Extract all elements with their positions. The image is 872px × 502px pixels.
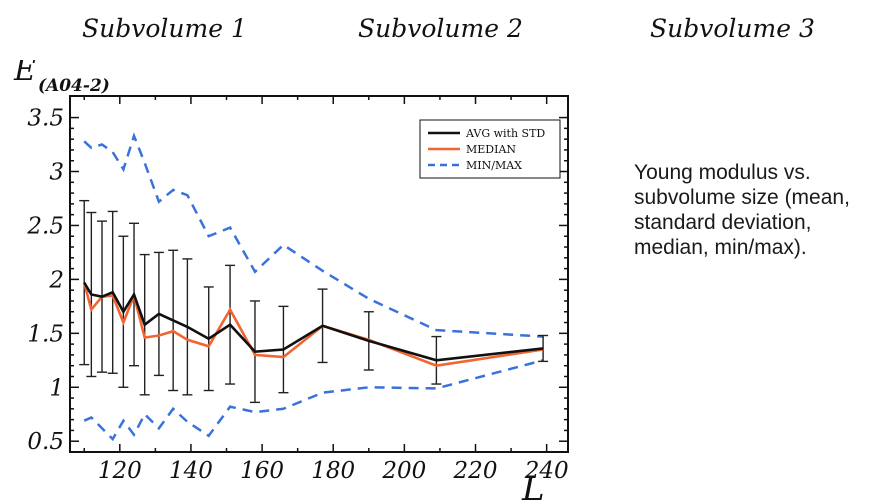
series-min-line (83, 359, 544, 442)
x-axis-label: L (521, 469, 545, 502)
y-tick-label: 1 (49, 375, 64, 401)
x-tick-label: 240 (524, 458, 569, 484)
y-tick-label: 3.5 (27, 106, 64, 132)
series-layer (79, 132, 549, 442)
series-max-line (83, 132, 544, 338)
y-axis-label: E (13, 60, 36, 88)
subvolume-2-title: Subvolume 2 (358, 14, 523, 43)
y-tick-label: 2.5 (26, 213, 64, 239)
x-tick-label: 180 (311, 458, 355, 484)
plot-frame (69, 95, 569, 453)
legend-label: MEDIAN (466, 143, 516, 156)
series-median-line (82, 282, 544, 368)
subvolume-3-title: Subvolume 3 (650, 14, 815, 43)
x-tick-label: 160 (240, 458, 284, 484)
std-error-bars (79, 199, 549, 404)
legend: AVG with STD MEDIAN MIN/MAX (419, 119, 561, 179)
y-tick-label: 3 (49, 160, 64, 186)
x-tick-label: 120 (98, 458, 142, 484)
chart-description: Young modulus vs. subvolume size (mean, … (634, 161, 850, 259)
subvolume-1-title: Subvolume 1 (82, 14, 247, 43)
x-tick-label: 140 (169, 458, 213, 484)
x-tick-label: 200 (381, 458, 426, 484)
y-tick-label: 0.5 (27, 429, 64, 455)
axes: 120 140 160 180 200 220 240 0.5 1 1.5 2 2.5 3 3.5 E (A0… (13, 60, 569, 502)
y-tick-label: 2 (48, 267, 64, 293)
series-avg-line (83, 281, 544, 362)
legend-label: AVG with STD (465, 127, 545, 140)
y-tick-label: 1.5 (27, 321, 64, 347)
young-modulus-chart: 120 140 160 180 200 220 240 0.5 1 1.5 2 2.5 3 3.5 E (A0… (13, 60, 569, 502)
y-axis-label-subscript: (A04-2) (38, 76, 110, 96)
x-tick-label: 220 (453, 458, 498, 484)
legend-label: MIN/MAX (466, 159, 522, 172)
